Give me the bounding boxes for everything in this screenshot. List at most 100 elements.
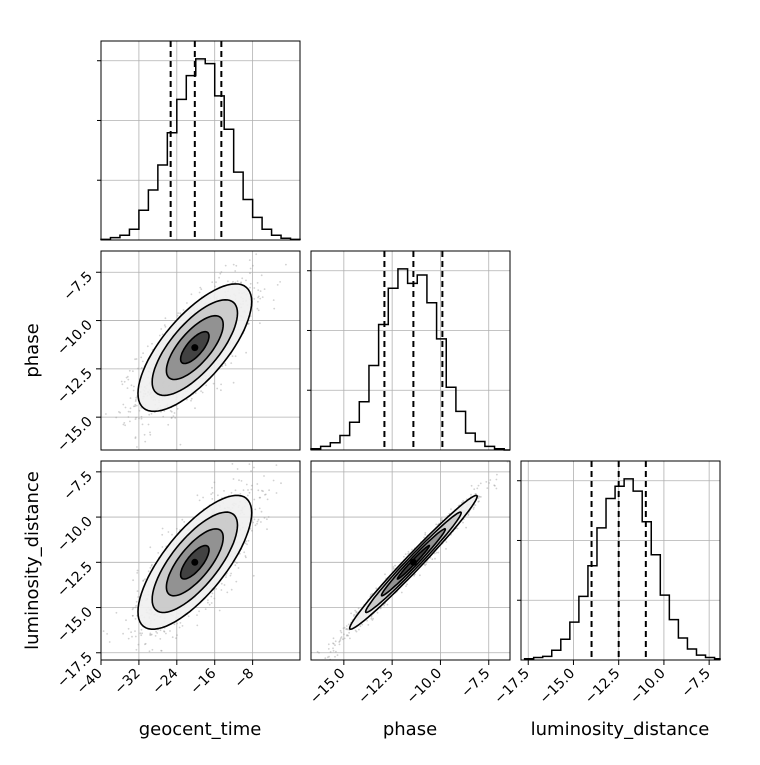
sample-point — [149, 431, 151, 434]
sample-point — [127, 627, 130, 630]
sample-point — [236, 468, 239, 470]
sample-point — [245, 483, 248, 486]
contour-line — [151, 298, 239, 397]
sample-point — [129, 411, 132, 413]
sample-point — [224, 364, 227, 367]
sample-point — [253, 287, 256, 289]
sample-point — [245, 351, 248, 354]
sample-point — [226, 591, 229, 594]
sample-point — [495, 478, 498, 481]
contour-line — [380, 527, 447, 597]
sample-point — [353, 613, 356, 616]
density-peak — [191, 558, 199, 566]
sample-point — [379, 607, 382, 610]
sample-point — [135, 416, 138, 419]
sample-point — [316, 650, 319, 653]
sample-point — [440, 519, 443, 521]
sample-point — [122, 423, 125, 426]
sample-point — [371, 619, 374, 621]
sample-point — [383, 604, 385, 607]
sample-point — [149, 546, 152, 549]
sample-point — [135, 600, 138, 603]
sample-point — [257, 309, 260, 312]
density-peak — [409, 558, 417, 566]
sample-point — [249, 286, 251, 289]
sample-point — [342, 638, 344, 641]
sample-point — [407, 550, 410, 553]
sample-point — [474, 493, 477, 495]
sample-point — [103, 467, 105, 469]
sample-point — [334, 640, 337, 643]
sample-point — [346, 634, 348, 636]
sample-point — [248, 259, 251, 261]
sample-point — [260, 510, 263, 513]
sample-point — [150, 634, 152, 636]
sample-point — [240, 281, 243, 284]
sample-point — [474, 504, 477, 506]
sample-point — [246, 543, 248, 546]
sample-point — [246, 494, 249, 497]
sample-point — [128, 369, 131, 372]
sample-point — [335, 650, 337, 653]
sample-point — [258, 507, 261, 510]
sample-point — [125, 619, 127, 622]
sample-point — [334, 655, 336, 658]
x-tick-label: −10.0 — [627, 666, 669, 708]
sample-point — [118, 411, 120, 413]
sample-point — [328, 655, 330, 658]
sample-point — [411, 548, 413, 551]
sample-point — [140, 407, 143, 409]
sample-point — [392, 567, 395, 570]
sample-point — [433, 552, 436, 555]
sample-point — [134, 358, 137, 361]
x-axis-label-geocent_time: geocent_time — [139, 719, 262, 740]
sample-point — [165, 632, 167, 635]
sample-point — [238, 552, 241, 555]
x-tick-label: −8 — [232, 666, 258, 692]
sample-point — [211, 281, 214, 284]
sample-point — [115, 611, 118, 614]
sample-point — [462, 521, 464, 524]
sample-point — [279, 248, 281, 250]
sample-point — [130, 384, 133, 387]
sample-point — [480, 496, 482, 498]
sample-point — [210, 602, 213, 604]
sample-point — [238, 479, 240, 482]
sample-point — [214, 285, 216, 288]
sample-point — [224, 264, 227, 267]
histogram-step-line — [523, 478, 721, 660]
sample-point — [332, 642, 334, 645]
sample-point — [225, 576, 227, 578]
sample-point — [327, 648, 330, 650]
sample-point — [211, 486, 213, 489]
sample-point — [151, 342, 153, 345]
sample-point — [194, 407, 196, 410]
sample-point — [445, 548, 447, 550]
sample-point — [131, 635, 133, 638]
sample-point — [346, 628, 349, 631]
sample-point — [140, 356, 143, 359]
sample-point — [475, 493, 477, 495]
sample-point — [132, 405, 135, 408]
sample-point — [470, 484, 473, 487]
sample-point — [232, 263, 235, 266]
sample-point — [343, 637, 346, 640]
sample-point — [339, 637, 342, 640]
sample-point — [252, 521, 255, 524]
contour-line — [165, 314, 225, 381]
contour-line — [137, 494, 253, 630]
sample-point — [435, 551, 438, 554]
sample-point — [354, 629, 357, 632]
panel-frame — [310, 250, 511, 451]
sample-point — [496, 473, 498, 476]
sample-point — [163, 630, 165, 632]
sample-point — [243, 551, 246, 554]
x-tick-label: −7.5 — [679, 666, 714, 701]
sample-point — [413, 574, 415, 577]
contour-line — [348, 494, 479, 631]
y-tick-label: −7.5 — [60, 269, 95, 304]
sample-point — [486, 487, 489, 489]
sample-point — [297, 689, 299, 691]
sample-point — [245, 556, 247, 559]
sample-point — [163, 324, 166, 326]
